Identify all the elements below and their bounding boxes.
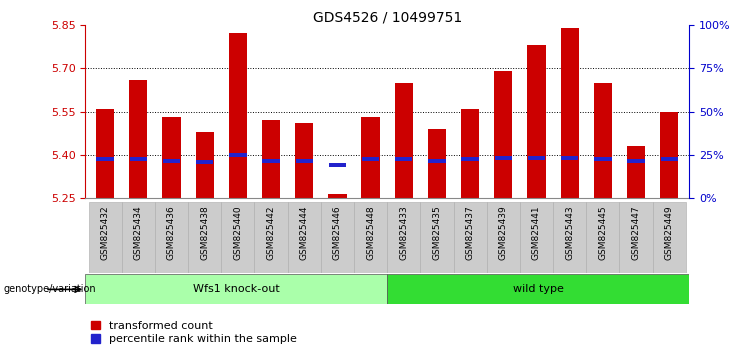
Bar (462, 157, 479, 161)
Bar (295, 123, 313, 198)
Bar (495, 156, 512, 160)
Bar (362, 117, 379, 198)
Bar (627, 146, 645, 198)
Legend: transformed count, percentile rank within the sample: transformed count, percentile rank withi… (90, 321, 296, 344)
Bar (428, 159, 445, 162)
Bar (129, 80, 147, 198)
Bar (122, 202, 155, 273)
Bar (321, 202, 354, 273)
Bar (130, 157, 147, 161)
Text: GSM825435: GSM825435 (433, 205, 442, 260)
Bar (528, 45, 545, 198)
Text: GSM825441: GSM825441 (532, 205, 541, 260)
Text: GSM825437: GSM825437 (465, 205, 475, 260)
Text: GSM825448: GSM825448 (366, 205, 375, 260)
Text: GSM825440: GSM825440 (233, 205, 242, 260)
Bar (594, 157, 611, 161)
Bar (560, 28, 579, 198)
Bar (196, 160, 213, 164)
Text: Wfs1 knock-out: Wfs1 knock-out (193, 284, 279, 295)
Bar (461, 109, 479, 198)
Text: GSM825436: GSM825436 (167, 205, 176, 260)
Text: genotype/variation: genotype/variation (4, 284, 96, 295)
Bar (96, 157, 114, 161)
Text: wild type: wild type (513, 284, 564, 295)
Bar (387, 202, 420, 273)
Bar (88, 202, 122, 273)
Text: GSM825439: GSM825439 (499, 205, 508, 260)
Bar (528, 156, 545, 160)
Bar (296, 159, 313, 162)
Text: GSM825444: GSM825444 (299, 205, 309, 260)
Text: GSM825438: GSM825438 (200, 205, 209, 260)
Bar (328, 194, 347, 198)
Bar (354, 202, 387, 273)
Bar (520, 202, 553, 273)
Bar (85, 274, 387, 304)
Bar (254, 202, 288, 273)
Bar (288, 202, 321, 273)
Bar (329, 163, 346, 167)
Bar (155, 202, 188, 273)
Bar (561, 156, 578, 160)
Text: GSM825442: GSM825442 (267, 205, 276, 260)
Bar (594, 82, 612, 198)
Bar (553, 202, 586, 273)
Bar (362, 157, 379, 161)
Text: GSM825443: GSM825443 (565, 205, 574, 260)
Text: GSM825434: GSM825434 (134, 205, 143, 260)
Bar (196, 132, 214, 198)
Text: GSM825449: GSM825449 (665, 205, 674, 260)
Text: GSM825446: GSM825446 (333, 205, 342, 260)
Bar (453, 202, 487, 273)
Bar (229, 33, 247, 198)
Bar (395, 82, 413, 198)
Bar (188, 202, 222, 273)
Bar (162, 117, 181, 198)
Bar (262, 120, 280, 198)
Bar (96, 109, 114, 198)
Text: GSM825445: GSM825445 (598, 205, 608, 260)
Bar (586, 202, 619, 273)
Bar (619, 202, 653, 273)
Bar (428, 129, 446, 198)
Text: GDS4526 / 10499751: GDS4526 / 10499751 (313, 11, 462, 25)
Bar (229, 153, 247, 157)
Bar (653, 202, 686, 273)
Text: GSM825447: GSM825447 (631, 205, 640, 260)
Bar (660, 112, 678, 198)
Bar (262, 159, 279, 162)
Bar (163, 159, 180, 162)
Bar (395, 157, 413, 161)
Bar (222, 202, 254, 273)
Bar (487, 202, 520, 273)
Bar (387, 274, 689, 304)
Text: GSM825432: GSM825432 (101, 205, 110, 260)
Bar (660, 157, 678, 161)
Bar (628, 159, 645, 162)
Bar (494, 71, 513, 198)
Bar (420, 202, 453, 273)
Text: GSM825433: GSM825433 (399, 205, 408, 260)
